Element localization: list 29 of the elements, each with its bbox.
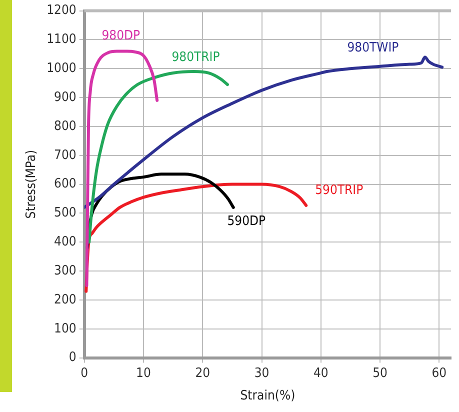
x-tick-label: 40 — [313, 366, 328, 381]
series-label: 980TWIP — [347, 40, 399, 56]
x-tick-label: 60 — [432, 366, 447, 381]
line-series — [85, 50, 159, 288]
y-tick-label: 1000 — [46, 61, 76, 76]
line-series — [88, 70, 229, 244]
y-axis-title: Stress(MPa) — [24, 150, 40, 219]
x-tick-label: 30 — [254, 366, 270, 381]
y-tick-label: 100 — [54, 321, 76, 336]
y-tick-label: 400 — [54, 234, 76, 250]
y-tick-label: 800 — [54, 118, 76, 134]
series-label: 980DP — [102, 28, 140, 44]
y-tick-label: 700 — [54, 148, 76, 163]
series-label: 980TRIP — [172, 50, 220, 65]
y-tick-label: 1200 — [46, 3, 76, 18]
x-tick-label: 20 — [195, 366, 210, 381]
x-axis-title: Strain(%) — [240, 388, 296, 404]
y-tick-label: 500 — [54, 206, 76, 221]
x-tick-label: 0 — [80, 366, 88, 381]
y-tick-label: 200 — [54, 292, 76, 308]
y-tick-label: 1100 — [46, 32, 76, 48]
y-tick-label: 0 — [68, 350, 76, 366]
series-label: 590TRIP — [315, 182, 364, 198]
y-tick-label: 900 — [54, 90, 76, 105]
series-label: 590DP — [227, 214, 266, 229]
x-tick-label: 10 — [136, 366, 151, 381]
y-tick-label: 300 — [54, 263, 76, 278]
y-tick-label: 600 — [54, 176, 76, 192]
x-tick-label: 50 — [372, 366, 388, 381]
